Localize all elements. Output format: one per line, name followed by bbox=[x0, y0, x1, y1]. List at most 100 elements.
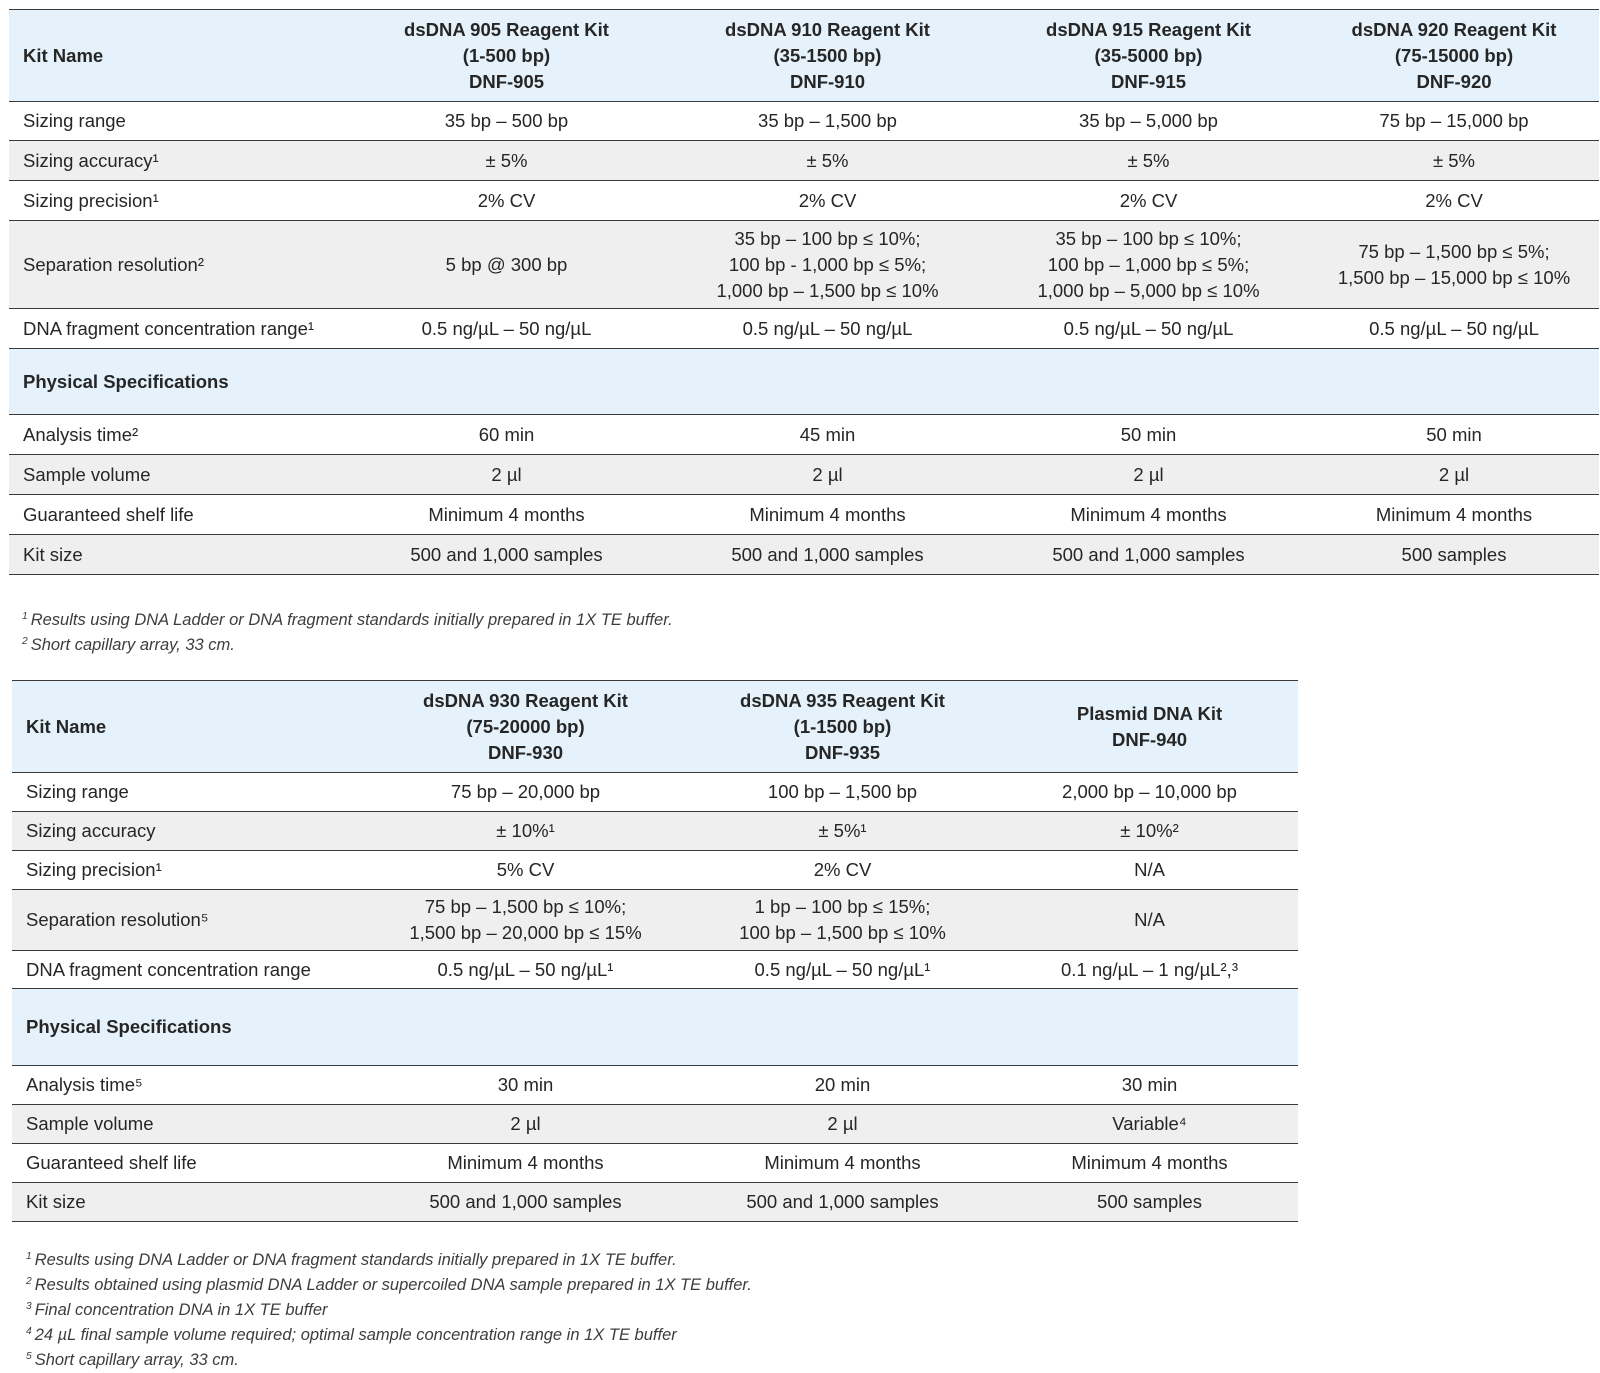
kit-name-header: Kit Name bbox=[12, 680, 367, 773]
table-row-shelf-life: Guaranteed shelf life Minimum 4 months M… bbox=[9, 494, 1599, 535]
table-row-shelf-life: Guaranteed shelf life Minimum 4 months M… bbox=[12, 1143, 1298, 1183]
table-row-concentration-range: DNA fragment concentration range 0.5 ng/… bbox=[12, 950, 1298, 989]
table-cell: 75 bp – 20,000 bp bbox=[367, 772, 684, 812]
row-label: DNA fragment concentration range¹ bbox=[9, 308, 346, 349]
row-label: Sizing precision¹ bbox=[9, 180, 346, 221]
table-cell: 50 min bbox=[988, 414, 1309, 455]
table-cell: 2 µl bbox=[667, 454, 988, 495]
table-cell: 50 min bbox=[1309, 414, 1599, 455]
kit-header-dnf-930: dsDNA 930 Reagent Kit (75-20000 bp) DNF-… bbox=[367, 680, 684, 773]
row-label: Sample volume bbox=[9, 454, 346, 495]
row-label: Guaranteed shelf life bbox=[12, 1143, 367, 1183]
kit-header-dnf-935: dsDNA 935 Reagent Kit (1-1500 bp) DNF-93… bbox=[684, 680, 1001, 773]
table-cell: 500 and 1,000 samples bbox=[346, 534, 667, 575]
table-cell: 2% CV bbox=[1309, 180, 1599, 221]
table-cell: 35 bp – 1,500 bp bbox=[667, 101, 988, 141]
table-cell: 2 µl bbox=[988, 454, 1309, 495]
table-cell: 2 µl bbox=[1309, 454, 1599, 495]
table-cell: 2 µl bbox=[684, 1104, 1001, 1144]
row-label: Sizing range bbox=[12, 772, 367, 812]
table-row-sample-volume: Sample volume 2 µl 2 µl Variable⁴ bbox=[12, 1104, 1298, 1144]
kit-header-dnf-910: dsDNA 910 Reagent Kit (35-1500 bp) DNF-9… bbox=[667, 9, 988, 102]
row-label: Sizing range bbox=[9, 101, 346, 141]
table-cell: 35 bp – 100 bp ≤ 10%; 100 bp – 1,000 bp … bbox=[988, 220, 1309, 309]
row-label: Sizing precision¹ bbox=[12, 850, 367, 890]
table-cell: 500 and 1,000 samples bbox=[367, 1182, 684, 1222]
table-cell: Minimum 4 months bbox=[367, 1143, 684, 1183]
kit-name-header: Kit Name bbox=[9, 9, 346, 102]
row-label: Sizing accuracy¹ bbox=[9, 140, 346, 181]
section-title: Physical Specifications bbox=[9, 348, 1599, 415]
table-row-separation-resolution: Separation resolution⁵ 75 bp – 1,500 bp … bbox=[12, 889, 1298, 951]
table-cell: 500 and 1,000 samples bbox=[988, 534, 1309, 575]
table-cell: 2 µl bbox=[346, 454, 667, 495]
table-cell: 0.1 ng/µL – 1 ng/µL²,³ bbox=[1001, 950, 1298, 989]
kit-header-dnf-915: dsDNA 915 Reagent Kit (35-5000 bp) DNF-9… bbox=[988, 9, 1309, 102]
table-cell: 0.5 ng/µL – 50 ng/µL bbox=[667, 308, 988, 349]
row-label: Kit size bbox=[9, 534, 346, 575]
table-cell: 500 and 1,000 samples bbox=[684, 1182, 1001, 1222]
table-cell: 5% CV bbox=[367, 850, 684, 890]
table-cell: 60 min bbox=[346, 414, 667, 455]
table-cell: 100 bp – 1,500 bp bbox=[684, 772, 1001, 812]
table-cell: ± 5% bbox=[346, 140, 667, 181]
row-label: DNA fragment concentration range bbox=[12, 950, 367, 989]
section-header-physical-specs: Physical Specifications bbox=[12, 988, 1298, 1066]
table-cell: 500 samples bbox=[1309, 534, 1599, 575]
row-label: Sizing accuracy bbox=[12, 811, 367, 851]
table-header-row: Kit Name dsDNA 905 Reagent Kit (1-500 bp… bbox=[9, 9, 1599, 102]
footnote: 2 Results obtained using plasmid DNA Ladd… bbox=[26, 1276, 752, 1294]
table-cell: 0.5 ng/µL – 50 ng/µL¹ bbox=[367, 950, 684, 989]
footnote: 3 Final concentration DNA in 1X TE buffer bbox=[26, 1301, 328, 1319]
table-row-sizing-precision: Sizing precision¹ 2% CV 2% CV 2% CV 2% C… bbox=[9, 180, 1599, 221]
row-label: Sample volume bbox=[12, 1104, 367, 1144]
table-cell: Minimum 4 months bbox=[1309, 494, 1599, 535]
table-row-sizing-range: Sizing range 35 bp – 500 bp 35 bp – 1,50… bbox=[9, 101, 1599, 141]
table-cell: 45 min bbox=[667, 414, 988, 455]
table-row-sizing-accuracy: Sizing accuracy¹ ± 5% ± 5% ± 5% ± 5% bbox=[9, 140, 1599, 181]
table-cell: Variable⁴ bbox=[1001, 1104, 1298, 1144]
table-cell: 0.5 ng/µL – 50 ng/µL¹ bbox=[684, 950, 1001, 989]
kit-header-dnf-920: dsDNA 920 Reagent Kit (75-15000 bp) DNF-… bbox=[1309, 9, 1599, 102]
table-cell: 2% CV bbox=[346, 180, 667, 221]
table-cell: Minimum 4 months bbox=[1001, 1143, 1298, 1183]
table-cell: ± 5% bbox=[988, 140, 1309, 181]
kit-header-dnf-940: Plasmid DNA Kit DNF-940 bbox=[1001, 680, 1298, 773]
table-cell: N/A bbox=[1001, 889, 1298, 951]
footnotes-table-2: 1 Results using DNA Ladder or DNA fragmen… bbox=[26, 1248, 752, 1373]
table-cell: 35 bp – 100 bp ≤ 10%; 100 bp - 1,000 bp … bbox=[667, 220, 988, 309]
table-cell: ± 5%¹ bbox=[684, 811, 1001, 851]
table-cell: Minimum 4 months bbox=[988, 494, 1309, 535]
table-cell: 75 bp – 1,500 bp ≤ 10%; 1,500 bp – 20,00… bbox=[367, 889, 684, 951]
footnote: 1 Results using DNA Ladder or DNA fragmen… bbox=[22, 611, 673, 629]
table-cell: 0.5 ng/µL – 50 ng/µL bbox=[346, 308, 667, 349]
table-row-sample-volume: Sample volume 2 µl 2 µl 2 µl 2 µl bbox=[9, 454, 1599, 495]
table-cell: 500 and 1,000 samples bbox=[667, 534, 988, 575]
table-cell: 30 min bbox=[367, 1065, 684, 1105]
row-label: Analysis time² bbox=[9, 414, 346, 455]
table-cell: Minimum 4 months bbox=[684, 1143, 1001, 1183]
section-header-physical-specs: Physical Specifications bbox=[9, 348, 1599, 415]
table-row-sizing-range: Sizing range 75 bp – 20,000 bp 100 bp – … bbox=[12, 772, 1298, 812]
row-label: Kit size bbox=[12, 1182, 367, 1222]
table-cell: ± 5% bbox=[667, 140, 988, 181]
table-cell: 20 min bbox=[684, 1065, 1001, 1105]
table-row-kit-size: Kit size 500 and 1,000 samples 500 and 1… bbox=[9, 534, 1599, 575]
table-cell: 0.5 ng/µL – 50 ng/µL bbox=[988, 308, 1309, 349]
footnotes-table-1: 1 Results using DNA Ladder or DNA fragmen… bbox=[22, 608, 673, 658]
table-cell: 75 bp – 15,000 bp bbox=[1309, 101, 1599, 141]
table-row-sizing-precision: Sizing precision¹ 5% CV 2% CV N/A bbox=[12, 850, 1298, 890]
row-label: Separation resolution⁵ bbox=[12, 889, 367, 951]
table-cell: ± 5% bbox=[1309, 140, 1599, 181]
table-cell: 2% CV bbox=[684, 850, 1001, 890]
table-cell: 35 bp – 500 bp bbox=[346, 101, 667, 141]
table-cell: 5 bp @ 300 bp bbox=[346, 220, 667, 309]
table-cell: 30 min bbox=[1001, 1065, 1298, 1105]
table-row-concentration-range: DNA fragment concentration range¹ 0.5 ng… bbox=[9, 308, 1599, 349]
table-row-sizing-accuracy: Sizing accuracy ± 10%¹ ± 5%¹ ± 10%² bbox=[12, 811, 1298, 851]
table-row-kit-size: Kit size 500 and 1,000 samples 500 and 1… bbox=[12, 1182, 1298, 1222]
footnote: 4 24 µL final sample volume required; opt… bbox=[26, 1326, 677, 1344]
table-cell: 500 samples bbox=[1001, 1182, 1298, 1222]
section-title: Physical Specifications bbox=[12, 988, 1298, 1066]
footnote: 1 Results using DNA Ladder or DNA fragmen… bbox=[26, 1251, 677, 1269]
